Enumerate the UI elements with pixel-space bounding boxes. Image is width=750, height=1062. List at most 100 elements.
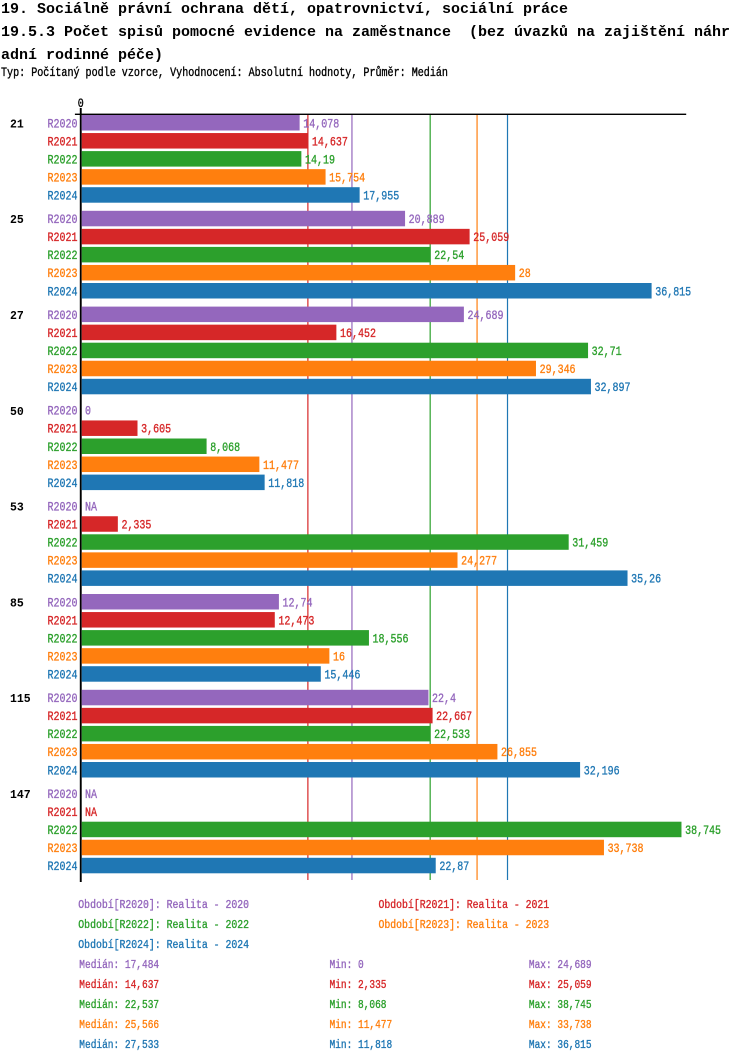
svg-text:R2022: R2022 (48, 152, 78, 167)
svg-text:19.5.3 Počet spisů pomocné evi: 19.5.3 Počet spisů pomocné evidence na z… (1, 24, 730, 41)
svg-text:147: 147 (10, 789, 31, 802)
svg-text:15,754: 15,754 (329, 170, 365, 185)
svg-text:0: 0 (78, 96, 84, 111)
svg-text:R2024: R2024 (48, 763, 78, 778)
svg-text:R2022: R2022 (48, 344, 78, 359)
svg-text:22,667: 22,667 (436, 709, 472, 724)
svg-text:R2021: R2021 (48, 709, 78, 724)
svg-text:21: 21 (10, 118, 24, 131)
svg-text:24,277: 24,277 (461, 554, 497, 569)
svg-text:Min: 0: Min: 0 (330, 959, 364, 972)
svg-text:Medián: 14,637: Medián: 14,637 (79, 979, 159, 992)
svg-text:Medián: 22,537: Medián: 22,537 (79, 999, 159, 1012)
svg-text:R2024: R2024 (48, 859, 78, 874)
svg-text:Období[R2022]: Realita - 2022: Období[R2022]: Realita - 2022 (78, 919, 249, 932)
svg-text:R2023: R2023 (48, 170, 78, 185)
svg-text:2,335: 2,335 (121, 518, 151, 533)
svg-text:R2023: R2023 (48, 841, 78, 856)
svg-text:R2022: R2022 (48, 631, 78, 646)
svg-text:R2021: R2021 (48, 134, 78, 149)
svg-text:35,26: 35,26 (631, 572, 661, 587)
svg-text:Max: 38,745: Max: 38,745 (529, 999, 592, 1012)
svg-text:11,818: 11,818 (268, 476, 304, 491)
svg-text:R2024: R2024 (48, 188, 78, 203)
svg-text:17,955: 17,955 (363, 188, 399, 203)
svg-text:R2022: R2022 (48, 440, 78, 455)
svg-text:14,19: 14,19 (305, 152, 335, 167)
svg-text:Max: 24,689: Max: 24,689 (529, 959, 592, 972)
svg-text:R2021: R2021 (48, 613, 78, 628)
svg-text:R2024: R2024 (48, 572, 78, 587)
svg-text:R2020: R2020 (48, 212, 78, 227)
svg-text:R2024: R2024 (48, 667, 78, 682)
svg-text:R2024: R2024 (48, 380, 78, 395)
svg-text:R2021: R2021 (48, 805, 78, 820)
svg-text:R2021: R2021 (48, 518, 78, 533)
svg-text:18,556: 18,556 (373, 631, 409, 646)
svg-text:25: 25 (10, 214, 24, 227)
svg-text:R2021: R2021 (48, 230, 78, 245)
svg-text:33,738: 33,738 (608, 841, 644, 856)
svg-text:R2021: R2021 (48, 422, 78, 437)
svg-text:R2024: R2024 (48, 284, 78, 299)
svg-text:12,74: 12,74 (283, 595, 313, 610)
svg-text:27: 27 (10, 310, 24, 323)
svg-text:14,078: 14,078 (303, 116, 339, 131)
svg-text:25,059: 25,059 (473, 230, 509, 245)
svg-text:R2022: R2022 (48, 536, 78, 551)
svg-text:NA: NA (85, 499, 97, 514)
svg-text:26,855: 26,855 (501, 745, 537, 760)
svg-text:Období[R2021]: Realita - 2021: Období[R2021]: Realita - 2021 (379, 899, 550, 912)
svg-text:31,459: 31,459 (572, 536, 608, 551)
svg-text:Období[R2023]: Realita - 2023: Období[R2023]: Realita - 2023 (379, 919, 550, 932)
svg-text:32,897: 32,897 (595, 380, 631, 395)
svg-text:Max: 25,059: Max: 25,059 (529, 979, 592, 992)
svg-text:16,452: 16,452 (340, 326, 376, 341)
svg-text:R2023: R2023 (48, 554, 78, 569)
svg-text:53: 53 (10, 502, 24, 515)
svg-text:32,71: 32,71 (592, 344, 622, 359)
svg-text:22,4: 22,4 (432, 691, 456, 706)
svg-text:R2020: R2020 (48, 691, 78, 706)
svg-text:Typ: Počítaný podle vzorce, Vy: Typ: Počítaný podle vzorce, Vyhodnocení:… (1, 66, 448, 80)
svg-text:R2023: R2023 (48, 649, 78, 664)
svg-text:11,477: 11,477 (263, 458, 299, 473)
svg-text:Min: 11,477: Min: 11,477 (330, 1019, 393, 1032)
svg-text:8,068: 8,068 (210, 440, 240, 455)
svg-text:R2020: R2020 (48, 404, 78, 419)
svg-text:Medián: 17,484: Medián: 17,484 (79, 959, 159, 972)
svg-text:R2022: R2022 (48, 823, 78, 838)
svg-text:R2020: R2020 (48, 499, 78, 514)
svg-text:Max: 36,815: Max: 36,815 (529, 1039, 592, 1052)
svg-text:adní rodinné péče): adní rodinné péče) (1, 47, 163, 64)
svg-text:19. Sociálně právní ochrana dě: 19. Sociálně právní ochrana dětí, opatro… (1, 1, 568, 18)
svg-text:Medián: 27,533: Medián: 27,533 (79, 1039, 159, 1052)
svg-text:24,689: 24,689 (467, 308, 503, 323)
svg-text:Medián: 25,566: Medián: 25,566 (79, 1019, 159, 1032)
svg-text:38,745: 38,745 (685, 823, 721, 838)
svg-text:NA: NA (85, 805, 97, 820)
svg-text:14,637: 14,637 (312, 134, 348, 149)
svg-text:28: 28 (519, 266, 531, 281)
svg-text:R2023: R2023 (48, 362, 78, 377)
svg-text:R2023: R2023 (48, 266, 78, 281)
svg-text:22,533: 22,533 (434, 727, 470, 742)
svg-text:0: 0 (85, 404, 91, 419)
svg-text:R2022: R2022 (48, 727, 78, 742)
svg-text:R2024: R2024 (48, 476, 78, 491)
svg-text:85: 85 (10, 597, 24, 610)
svg-text:Období[R2024]: Realita - 2024: Období[R2024]: Realita - 2024 (78, 939, 249, 952)
svg-text:R2021: R2021 (48, 326, 78, 341)
svg-text:29,346: 29,346 (540, 362, 576, 377)
svg-text:Min: 11,818: Min: 11,818 (330, 1039, 393, 1052)
svg-text:Období[R2020]: Realita - 2020: Období[R2020]: Realita - 2020 (78, 899, 249, 912)
svg-text:Min: 2,335: Min: 2,335 (330, 979, 387, 992)
svg-text:12,473: 12,473 (278, 613, 314, 628)
svg-text:32,196: 32,196 (584, 763, 620, 778)
svg-text:R2020: R2020 (48, 595, 78, 610)
svg-text:115: 115 (10, 693, 31, 706)
svg-text:16: 16 (333, 649, 345, 664)
svg-text:15,446: 15,446 (324, 667, 360, 682)
svg-text:22,87: 22,87 (439, 859, 469, 874)
svg-text:50: 50 (10, 406, 24, 419)
